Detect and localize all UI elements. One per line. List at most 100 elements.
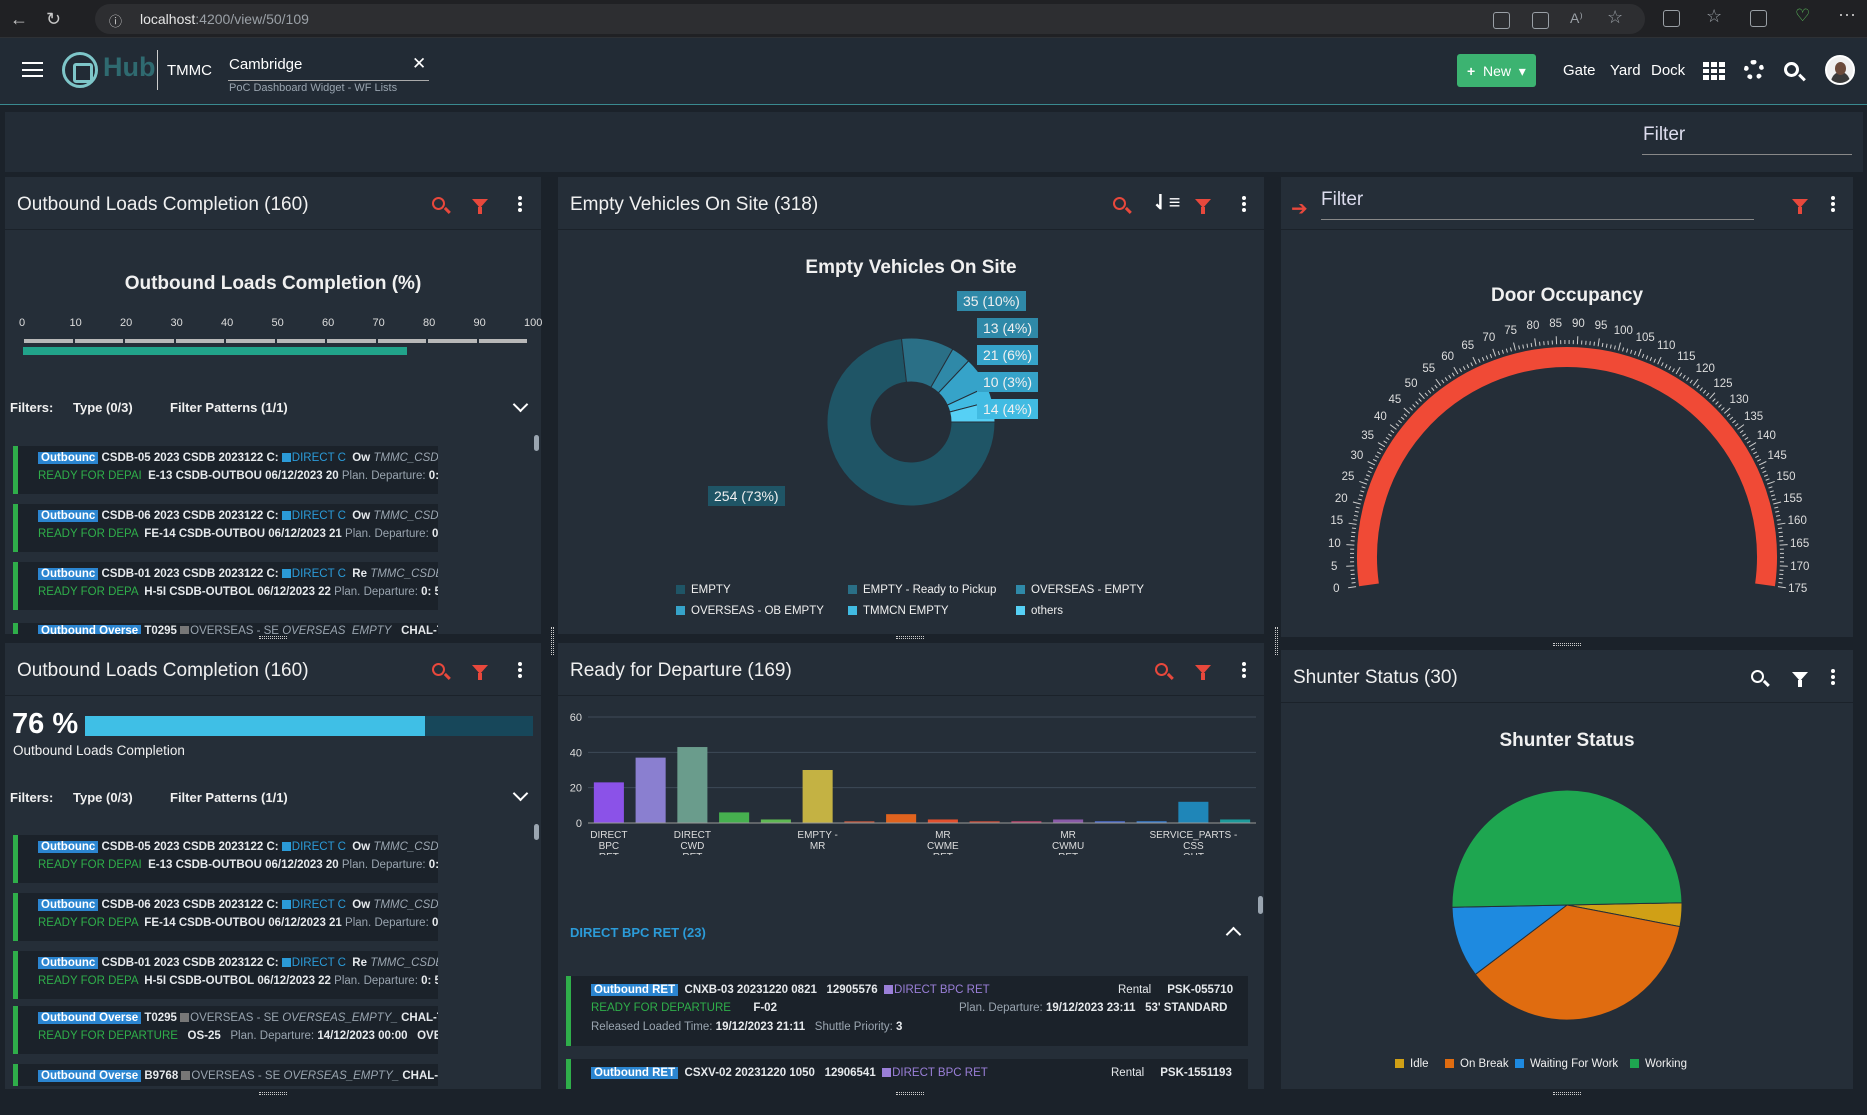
card-field: C: bbox=[266, 510, 279, 522]
browser-essentials-icon[interactable]: ♡ bbox=[1795, 6, 1811, 25]
list-item[interactable]: Outbounc CSDB-06 2023 CSDB 2023122 C: DI… bbox=[13, 893, 438, 941]
chart-title: Shunter Status bbox=[1499, 730, 1635, 751]
filters-label: Filters: bbox=[10, 790, 54, 805]
filter-icon[interactable] bbox=[1195, 199, 1211, 214]
list-item[interactable]: Outbound Overse B9768 OVERSEAS - SE OVER… bbox=[13, 1064, 438, 1086]
card-field: Re bbox=[352, 568, 367, 580]
sort-icon[interactable]: ⇃≡ bbox=[1152, 192, 1181, 214]
list-item[interactable]: Outbounc CSDB-01 2023 CSDB 2023122 C: DI… bbox=[13, 951, 438, 999]
extensions-icon[interactable] bbox=[1532, 12, 1549, 29]
gauge-tick-label: 15 bbox=[1330, 515, 1344, 528]
gauge-minor-tick bbox=[1679, 372, 1683, 377]
list-item[interactable]: Outbounc CSDB-01 2023 CSDB 2023122 C: DI… bbox=[13, 562, 438, 610]
expand-arrow-icon[interactable]: ➔ bbox=[1291, 198, 1308, 220]
more-options-icon[interactable] bbox=[1242, 196, 1246, 200]
clear-site-icon[interactable]: ✕ bbox=[412, 54, 427, 73]
card-field: CSDB 2023122 bbox=[182, 899, 264, 911]
nav-yard[interactable]: Yard bbox=[1610, 62, 1641, 79]
slice-label: 254 (73%) bbox=[708, 486, 785, 506]
gauge-minor-tick bbox=[1653, 358, 1656, 363]
new-button[interactable]: + New ▾ bbox=[1457, 54, 1536, 87]
card-field bbox=[281, 958, 291, 967]
pattern-filter[interactable]: Filter Patterns (1/1) bbox=[170, 400, 288, 415]
gauge-tick-label: 85 bbox=[1549, 318, 1563, 331]
resize-handle[interactable] bbox=[1553, 643, 1581, 646]
list-item[interactable]: Outbound Overse T0295 OVERSEAS - SE OVER… bbox=[13, 623, 438, 634]
resize-handle[interactable] bbox=[1275, 627, 1278, 655]
gauge-minor-tick bbox=[1462, 366, 1466, 371]
split-screen-icon[interactable] bbox=[1663, 10, 1680, 27]
back-icon[interactable]: ← bbox=[10, 9, 28, 29]
resize-handle[interactable] bbox=[896, 1092, 924, 1095]
more-options-icon[interactable] bbox=[1831, 196, 1835, 200]
legend-item: EMPTY bbox=[676, 584, 731, 596]
nav-gate[interactable]: Gate bbox=[1563, 62, 1596, 79]
scale-tick: 70 bbox=[372, 317, 385, 329]
search-icon[interactable] bbox=[432, 197, 445, 210]
nav-dock[interactable]: Dock bbox=[1651, 62, 1686, 79]
list-item[interactable]: Outbounc CSDB-05 2023 CSDB 2023122 C: DI… bbox=[13, 446, 438, 494]
shunter-pie-chart bbox=[1451, 789, 1683, 1021]
search-icon[interactable] bbox=[1113, 197, 1126, 210]
reload-icon[interactable]: ↻ bbox=[46, 9, 62, 29]
more-options-icon[interactable] bbox=[1242, 662, 1246, 666]
chevron-up-icon[interactable] bbox=[1225, 926, 1242, 943]
list-item[interactable]: Outbounc CSDB-06 2023 CSDB 2023122 C: DI… bbox=[13, 504, 438, 552]
list-item[interactable]: Outbounc CSDB-05 2023 CSDB 2023122 C: DI… bbox=[13, 835, 438, 883]
filter-input[interactable]: Filter bbox=[1643, 124, 1686, 145]
gauge-minor-tick bbox=[1478, 358, 1481, 363]
search-icon[interactable] bbox=[1155, 663, 1168, 676]
list-item[interactable]: Outbound RET CNXB-03 20231220 0821 12905… bbox=[566, 976, 1248, 1046]
favorite-star-icon[interactable]: ☆ bbox=[1607, 7, 1624, 27]
gauge-minor-tick bbox=[1686, 377, 1690, 382]
filter-icon[interactable] bbox=[472, 199, 488, 214]
favorites-icon[interactable]: ☆ bbox=[1706, 6, 1723, 26]
search-icon[interactable] bbox=[1751, 670, 1764, 683]
filter-icon[interactable] bbox=[1195, 665, 1211, 680]
scrollbar[interactable] bbox=[534, 824, 539, 840]
hub-logo-icon[interactable] bbox=[62, 52, 98, 88]
resize-handle[interactable] bbox=[259, 1092, 287, 1095]
menu-icon[interactable] bbox=[22, 62, 43, 77]
filter-input[interactable]: Filter bbox=[1321, 189, 1364, 210]
gauge-minor-tick bbox=[1448, 374, 1452, 379]
more-options-icon[interactable] bbox=[518, 662, 522, 666]
read-aloud-icon[interactable]: A⁾ bbox=[1570, 10, 1583, 26]
apps-grid-icon[interactable] bbox=[1703, 62, 1725, 80]
gauge-minor-tick bbox=[1369, 466, 1374, 470]
gauge-minor-tick bbox=[1613, 345, 1616, 350]
type-filter[interactable]: Type (0/3) bbox=[73, 790, 133, 805]
gear-icon[interactable] bbox=[1744, 60, 1764, 80]
more-options-icon[interactable] bbox=[1831, 669, 1835, 673]
more-options-icon[interactable] bbox=[518, 196, 522, 200]
chevron-down-icon[interactable] bbox=[512, 396, 529, 413]
scrollbar[interactable] bbox=[1258, 896, 1263, 914]
resize-handle[interactable] bbox=[1553, 1092, 1581, 1095]
more-icon[interactable]: ··· bbox=[1838, 4, 1856, 24]
filter-icon[interactable] bbox=[472, 665, 488, 680]
type-filter[interactable]: Type (0/3) bbox=[73, 400, 133, 415]
app-icon[interactable] bbox=[1493, 12, 1510, 29]
card-field: Outbounc bbox=[38, 510, 99, 522]
gauge-minor-tick bbox=[1451, 372, 1455, 377]
pattern-filter[interactable]: Filter Patterns (1/1) bbox=[170, 790, 288, 805]
resize-handle[interactable] bbox=[259, 636, 287, 639]
scrollbar[interactable] bbox=[534, 435, 539, 451]
collections-icon[interactable] bbox=[1750, 10, 1767, 27]
gauge-minor-tick bbox=[1357, 498, 1362, 501]
card-field: C: bbox=[266, 957, 279, 969]
site-input[interactable]: Cambridge bbox=[229, 56, 303, 73]
avatar[interactable] bbox=[1825, 55, 1855, 85]
group-header[interactable]: DIRECT BPC RET (23) bbox=[570, 925, 706, 940]
list-item[interactable]: Outbound Overse T0295 OVERSEAS - SE OVER… bbox=[13, 1006, 438, 1054]
resize-handle[interactable] bbox=[551, 627, 554, 655]
resize-handle[interactable] bbox=[896, 636, 924, 639]
info-icon[interactable]: ⓘ bbox=[109, 14, 123, 29]
chevron-down-icon[interactable] bbox=[512, 785, 529, 802]
address-bar[interactable]: ⓘ localhost:4200/view/50/109 A⁾ ☆ bbox=[95, 4, 1645, 34]
list-item[interactable]: Outbound RET CSXV-02 20231220 1050 12906… bbox=[566, 1059, 1248, 1089]
search-icon[interactable] bbox=[432, 663, 445, 676]
filter-icon[interactable] bbox=[1792, 672, 1808, 687]
search-icon[interactable] bbox=[1784, 62, 1799, 77]
filter-icon[interactable] bbox=[1792, 199, 1808, 214]
